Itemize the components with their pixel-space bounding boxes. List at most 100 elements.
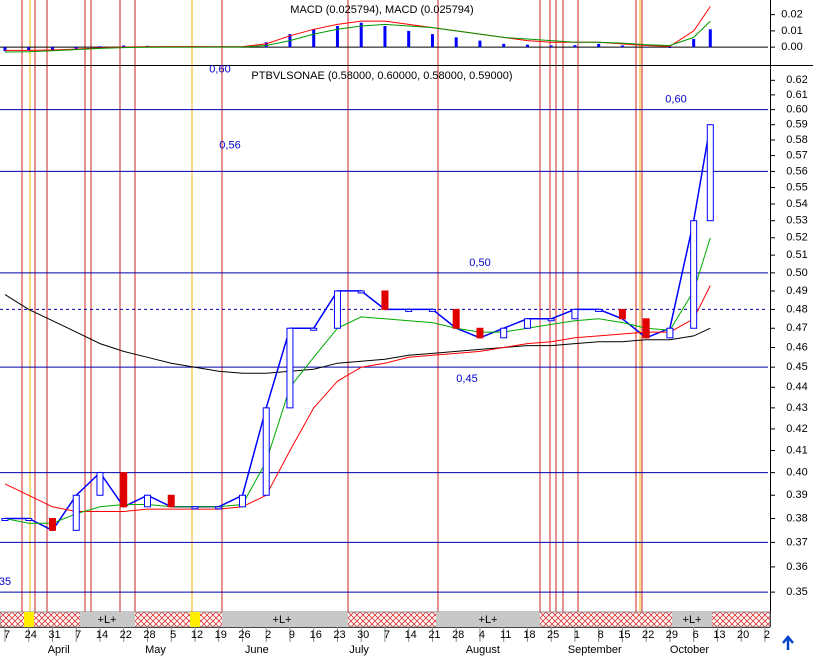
histogram-bar (708, 29, 712, 48)
histogram-bar (27, 47, 31, 51)
x-tick-label: 22 (120, 629, 132, 641)
y-tick-label: 0.49 (786, 285, 807, 297)
price-candle (1, 518, 9, 522)
month-label: September (568, 644, 622, 656)
y-tick-label: 0.47 (786, 322, 807, 334)
price-candle (262, 407, 270, 496)
price-candle (547, 318, 555, 322)
month-label: June (245, 644, 269, 656)
level-annotation: 35 (0, 576, 11, 588)
price-candle (381, 290, 389, 310)
price-candle (310, 327, 318, 331)
strip-label: +L+ (98, 614, 117, 626)
x-tick-label: 7 (75, 629, 81, 641)
strip-label: +L+ (683, 614, 702, 626)
x-tick-label: 19 (215, 629, 227, 641)
x-tick-label: 9 (289, 629, 295, 641)
level-annotation: 0,60 (209, 64, 230, 76)
histogram-bar (312, 29, 316, 48)
price-candle (120, 472, 128, 508)
price-candle (357, 290, 365, 294)
price-candle (690, 220, 698, 329)
histogram-bar (454, 37, 458, 48)
y-tick-label: 0.55 (786, 181, 807, 193)
x-tick-label: 23 (333, 629, 345, 641)
price-candle (191, 506, 199, 510)
y-tick-label: 0.58 (786, 134, 807, 146)
histogram-bar (597, 43, 601, 48)
y-tick-label: 0.38 (786, 512, 807, 524)
x-tick-label: 6 (693, 629, 699, 641)
price-candle (143, 494, 151, 508)
y-tick-label: 0.50 (786, 267, 807, 279)
price-candle (476, 327, 484, 339)
month-label: October (670, 644, 709, 656)
y-tick-label: 0.57 (786, 149, 807, 161)
x-tick-label: 15 (618, 629, 630, 641)
price-candle (666, 327, 674, 339)
histogram-bar (620, 45, 624, 48)
histogram-bar (335, 26, 339, 48)
histogram-bar (573, 45, 577, 48)
y-tick-label: 0.61 (786, 89, 807, 101)
y-tick-label: 0.44 (786, 381, 807, 393)
x-tick-label: 25 (547, 629, 559, 641)
histogram-bar (525, 44, 529, 48)
histogram-bar (430, 34, 434, 48)
price-candle (25, 518, 33, 522)
histogram-bar (3, 47, 7, 52)
month-label: May (145, 644, 166, 656)
price-candle (642, 318, 650, 339)
histogram-bar (74, 47, 78, 49)
y-tick-label: 0.46 (786, 341, 807, 353)
histogram-bar (50, 47, 54, 50)
strip-label: +L+ (273, 614, 292, 626)
y-tick-label: 0.35 (786, 586, 807, 598)
price-title: PTBVLSONAE (0.58000, 0.60000, 0.58000, 0… (251, 70, 512, 82)
x-tick-label: 24 (25, 629, 37, 641)
price-candle (167, 494, 175, 508)
x-tick-label: 18 (523, 629, 535, 641)
y-tick-label: 0.62 (786, 74, 807, 86)
price-candle (618, 308, 626, 320)
y-tick-label: 0.37 (786, 536, 807, 548)
event-lines (21, 0, 643, 612)
histogram-bar (549, 45, 553, 48)
price-candle (48, 518, 56, 531)
y-tick-label: 0.40 (786, 467, 807, 479)
histogram-bar (478, 40, 482, 48)
x-tick-label: 2 (265, 629, 271, 641)
level-annotation: 0,45 (456, 373, 477, 385)
price-candle (238, 494, 246, 508)
x-tick-label: 26 (238, 629, 250, 641)
strip-segment (190, 612, 200, 627)
y-tick-label: 0.48 (786, 303, 807, 315)
y-tick-label: 0.45 (786, 361, 807, 373)
price-candle (286, 327, 294, 409)
y-tick-label: 0.41 (786, 444, 807, 456)
strip-segment (24, 612, 34, 627)
scroll-arrow[interactable] (782, 635, 794, 650)
price-candle (72, 494, 80, 531)
price-line (4, 285, 711, 512)
price-candle (96, 472, 104, 496)
y-tick-label: 0.02 (781, 9, 802, 21)
histogram-bar (122, 45, 126, 48)
price-candle (428, 308, 436, 312)
price-candle (523, 318, 531, 329)
month-label: April (48, 644, 70, 656)
histogram-bar (644, 47, 648, 48)
x-tick-label: 31 (48, 629, 60, 641)
level-annotation: 0,60 (665, 94, 686, 106)
histogram-bar (668, 47, 672, 48)
price-line (4, 294, 711, 374)
x-tick-label: 8 (598, 629, 604, 641)
y-tick-label: 0.59 (786, 119, 807, 131)
x-tick-label: 2 (764, 629, 770, 641)
x-tick-label: 20 (737, 629, 749, 641)
x-tick-label: 5 (170, 629, 176, 641)
histogram-bar (407, 30, 411, 48)
x-tick-label: 7 (4, 629, 10, 641)
strip-segment (436, 612, 540, 627)
x-tick-label: 16 (310, 629, 322, 641)
